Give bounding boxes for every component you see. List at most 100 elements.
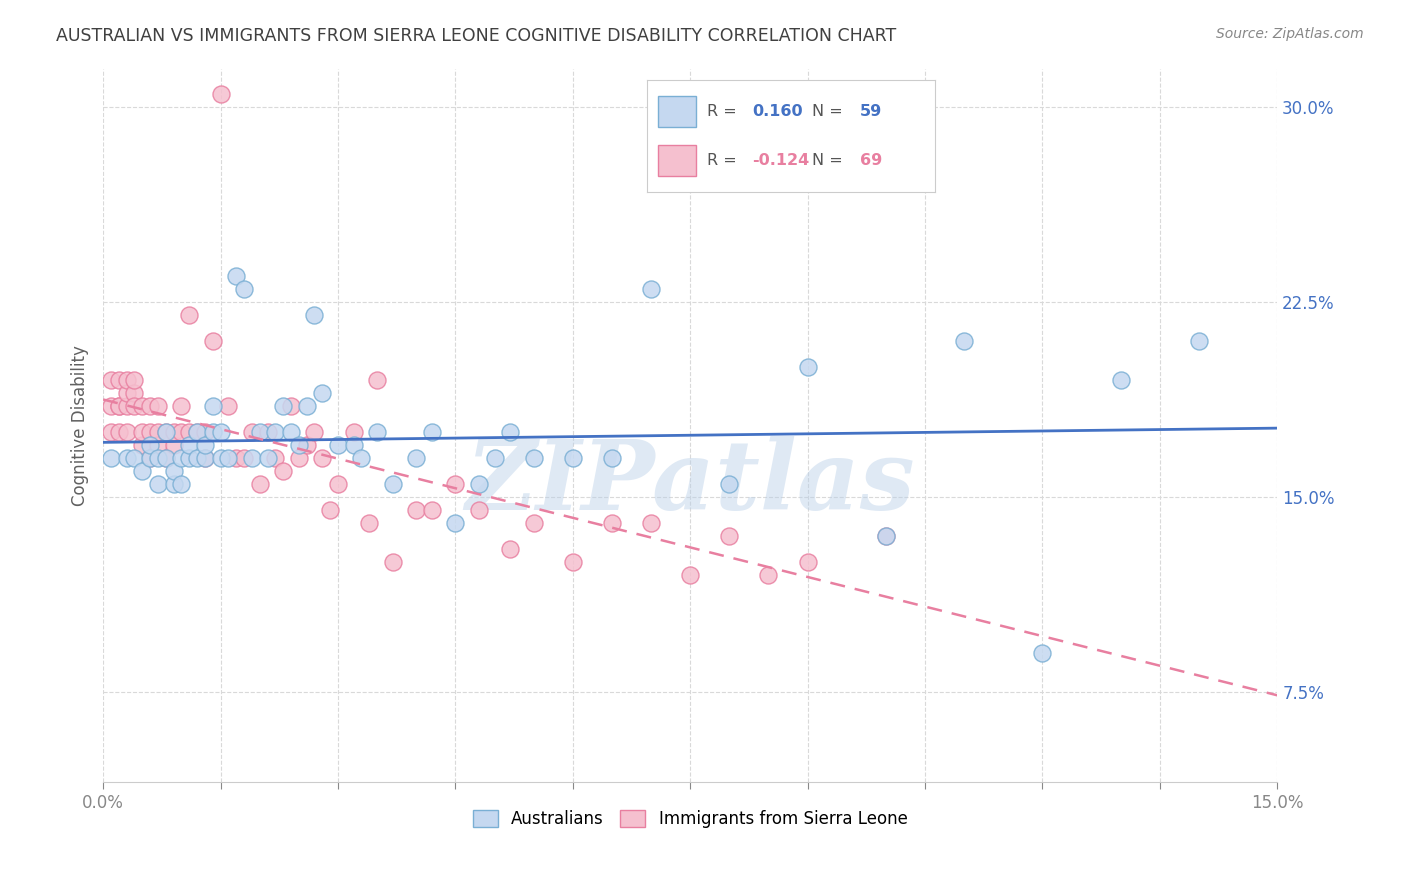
Point	[131, 425, 153, 439]
Point	[146, 399, 169, 413]
Point	[1109, 373, 1132, 387]
Point	[124, 386, 146, 401]
Point	[288, 438, 311, 452]
Point	[194, 450, 217, 465]
Point	[718, 476, 741, 491]
Point	[499, 425, 522, 439]
Point	[256, 425, 278, 439]
Point	[343, 425, 366, 439]
Point	[170, 450, 193, 465]
Point	[256, 450, 278, 465]
Point	[295, 438, 318, 452]
Point	[366, 425, 388, 439]
Point	[264, 425, 287, 439]
Point	[343, 438, 366, 452]
Point	[179, 450, 201, 465]
Point	[179, 425, 201, 439]
Point	[162, 438, 184, 452]
Point	[600, 450, 623, 465]
Point	[381, 476, 404, 491]
Point	[186, 425, 208, 439]
Text: 59: 59	[860, 104, 883, 119]
Point	[600, 516, 623, 530]
Point	[381, 555, 404, 569]
Point	[162, 476, 184, 491]
Point	[107, 399, 129, 413]
Bar	[658, 145, 696, 177]
Point	[468, 503, 491, 517]
Point	[523, 450, 546, 465]
Point	[420, 503, 443, 517]
Point	[249, 425, 271, 439]
Point	[225, 450, 247, 465]
Point	[1031, 646, 1053, 660]
Point	[209, 450, 232, 465]
Point	[561, 450, 583, 465]
Text: N =: N =	[813, 153, 848, 168]
Text: ZIPatlas: ZIPatlas	[465, 435, 915, 530]
Point	[271, 399, 294, 413]
Point	[201, 334, 224, 348]
Point	[170, 399, 193, 413]
Point	[155, 425, 177, 439]
Point	[194, 425, 217, 439]
Point	[179, 308, 201, 322]
Point	[405, 450, 427, 465]
Point	[186, 425, 208, 439]
Text: Source: ZipAtlas.com: Source: ZipAtlas.com	[1216, 27, 1364, 41]
Point	[444, 516, 467, 530]
Point	[796, 555, 818, 569]
Point	[758, 567, 780, 582]
Point	[170, 425, 193, 439]
Point	[311, 386, 333, 401]
Point	[162, 425, 184, 439]
Point	[100, 450, 122, 465]
Point	[240, 450, 263, 465]
Point	[155, 425, 177, 439]
Point	[240, 425, 263, 439]
Point	[311, 450, 333, 465]
Point	[295, 399, 318, 413]
Point	[405, 503, 427, 517]
Point	[131, 438, 153, 452]
Point	[217, 399, 239, 413]
Point	[366, 373, 388, 387]
Point	[179, 438, 201, 452]
Point	[280, 425, 302, 439]
Point	[115, 399, 138, 413]
Point	[875, 529, 897, 543]
Point	[107, 373, 129, 387]
Point	[271, 464, 294, 478]
Point	[124, 373, 146, 387]
Text: 69: 69	[860, 153, 883, 168]
Point	[953, 334, 976, 348]
Text: AUSTRALIAN VS IMMIGRANTS FROM SIERRA LEONE COGNITIVE DISABILITY CORRELATION CHAR: AUSTRALIAN VS IMMIGRANTS FROM SIERRA LEO…	[56, 27, 897, 45]
Point	[217, 450, 239, 465]
Point	[640, 516, 662, 530]
Point	[194, 438, 217, 452]
Point	[131, 464, 153, 478]
Point	[139, 425, 162, 439]
Legend: Australians, Immigrants from Sierra Leone: Australians, Immigrants from Sierra Leon…	[465, 803, 914, 835]
Text: N =: N =	[813, 104, 848, 119]
Point	[233, 282, 256, 296]
Point	[146, 438, 169, 452]
Point	[304, 425, 326, 439]
Point	[107, 425, 129, 439]
Point	[326, 476, 349, 491]
Point	[288, 450, 311, 465]
Point	[304, 308, 326, 322]
Point	[100, 399, 122, 413]
Point	[146, 425, 169, 439]
Point	[115, 386, 138, 401]
Point	[718, 529, 741, 543]
Point	[264, 450, 287, 465]
Point	[139, 438, 162, 452]
Point	[155, 450, 177, 465]
Point	[484, 450, 506, 465]
Point	[100, 425, 122, 439]
Point	[201, 399, 224, 413]
Point	[444, 476, 467, 491]
Point	[124, 399, 146, 413]
Y-axis label: Cognitive Disability: Cognitive Disability	[72, 345, 89, 506]
